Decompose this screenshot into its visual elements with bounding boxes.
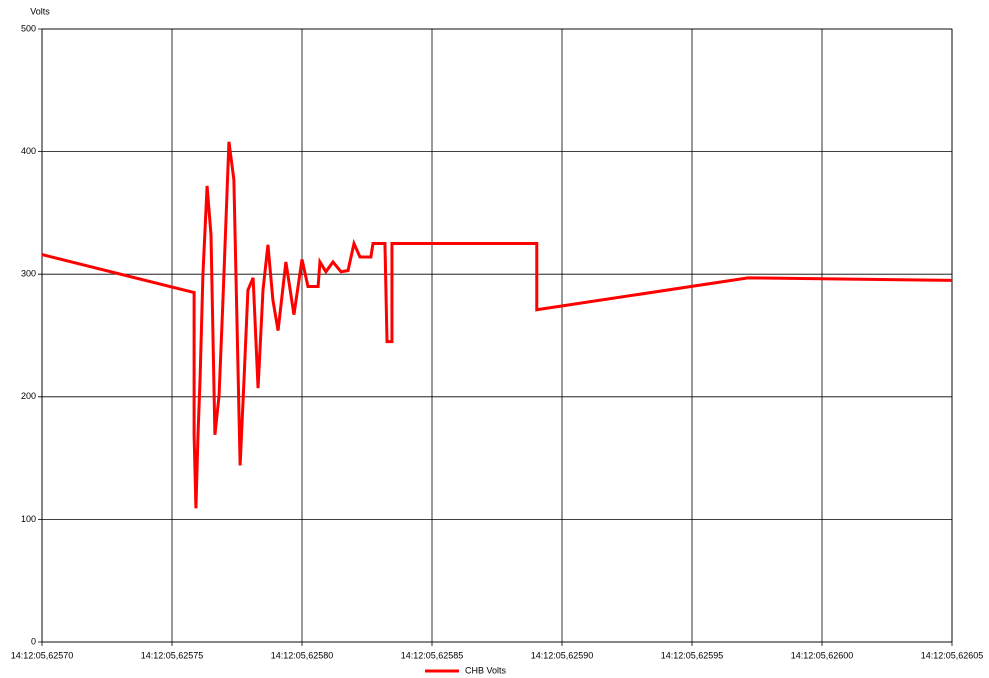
x-tick-label: 14:12:05,62580 (271, 650, 334, 660)
x-tick-label: 14:12:05,62575 (141, 650, 204, 660)
y-tick-label: 400 (21, 146, 36, 156)
y-axis-label: Volts (30, 6, 50, 16)
x-tick-label: 14:12:05,62590 (531, 650, 594, 660)
x-tick-label: 14:12:05,62595 (661, 650, 724, 660)
legend-label: CHB Volts (465, 665, 507, 675)
x-tick-label: 14:12:05,62600 (791, 650, 854, 660)
y-tick-label: 500 (21, 23, 36, 33)
x-tick-label: 14:12:05,62570 (11, 650, 74, 660)
data-line (41, 141, 953, 509)
y-tick-label: 200 (21, 391, 36, 401)
y-tick-label: 300 (21, 269, 36, 279)
y-tick-label: 100 (21, 514, 36, 524)
x-tick-label: 14:12:05,62585 (401, 650, 464, 660)
plot-frame (41, 28, 953, 643)
y-tick-label: 0 (31, 636, 36, 646)
x-tick-label: 14:12:05,62605 (921, 650, 984, 660)
